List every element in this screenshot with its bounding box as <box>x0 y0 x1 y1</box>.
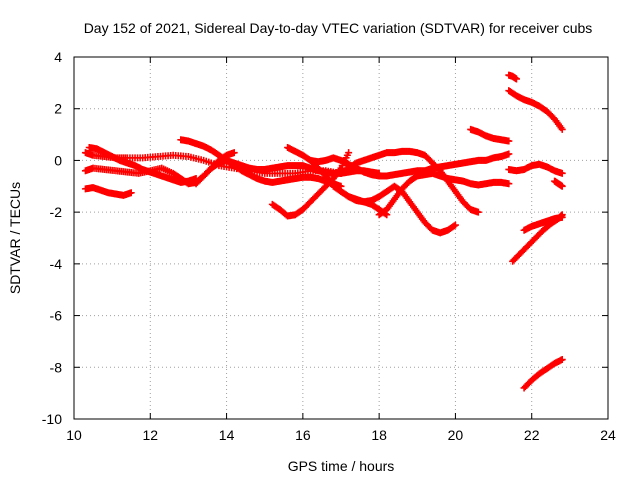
x-tick-label: 12 <box>142 427 158 443</box>
series-arc-19 <box>520 356 566 392</box>
series-arc-08 <box>268 149 353 220</box>
x-tick-label: 20 <box>448 427 464 443</box>
x-tick-label: 18 <box>371 427 387 443</box>
y-tick-label: 0 <box>54 152 62 168</box>
y-tick-labels: -10 -8 -6 -4 -2 0 2 4 <box>42 49 62 427</box>
y-tick-label: -4 <box>50 256 63 272</box>
data-point <box>505 180 513 188</box>
y-tick-label: -6 <box>50 308 63 324</box>
data-point <box>505 150 513 158</box>
y-tick-label: -2 <box>50 204 63 220</box>
data-point <box>558 356 566 364</box>
data-point <box>127 189 135 197</box>
series-arc-11 <box>329 182 459 237</box>
series-arc-15 <box>505 87 566 133</box>
chart-title: Day 152 of 2021, Sidereal Day-to-day VTE… <box>84 20 593 36</box>
y-tick-label: 2 <box>54 101 62 117</box>
data-point <box>474 208 482 216</box>
data-point <box>558 213 566 221</box>
x-tick-labels: 10 12 14 16 18 20 22 24 <box>66 427 616 443</box>
x-tick-label: 14 <box>219 427 235 443</box>
plot-frame <box>73 56 609 420</box>
x-tick-label: 10 <box>66 427 82 443</box>
y-axis-label: SDTVAR / TECUs <box>7 182 23 294</box>
grid-lines <box>74 57 608 419</box>
data-point <box>505 137 513 145</box>
data-point <box>345 149 353 157</box>
series-arc-03 <box>81 184 135 199</box>
data-point <box>558 182 566 190</box>
data-point <box>512 75 520 83</box>
series-arc-20 <box>551 177 566 190</box>
axis-ticks <box>73 56 609 420</box>
series-arc-14 <box>505 71 520 83</box>
series-arc-16 <box>505 160 566 177</box>
data-points <box>81 71 566 392</box>
data-point <box>450 222 458 230</box>
data-point <box>230 149 238 157</box>
y-tick-label: 4 <box>54 49 62 65</box>
x-tick-label: 22 <box>524 427 540 443</box>
x-tick-label: 16 <box>295 427 311 443</box>
y-tick-label: -10 <box>42 411 62 427</box>
series-arc-13 <box>467 125 513 145</box>
series-arc-04 <box>85 144 200 186</box>
data-point <box>558 125 566 133</box>
series-arc-12 <box>375 169 513 219</box>
y-tick-label: -8 <box>50 359 63 375</box>
data-point <box>451 221 459 229</box>
series-arc-18 <box>520 213 566 234</box>
series-arc-10 <box>337 147 482 216</box>
data-point <box>558 169 566 177</box>
x-tick-label: 24 <box>600 427 616 443</box>
x-axis-label: GPS time / hours <box>288 458 395 474</box>
